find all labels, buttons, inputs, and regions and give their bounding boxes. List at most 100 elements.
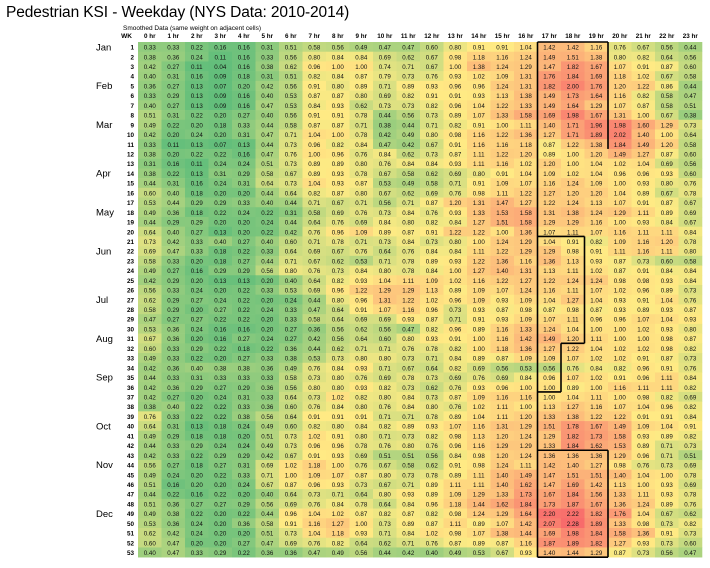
heatmap-cell <box>208 168 233 179</box>
cell-value: 0.71 <box>308 200 321 207</box>
heatmap-cell <box>185 508 209 519</box>
heatmap-cell <box>608 411 632 422</box>
cell-value: 1.76 <box>614 511 627 518</box>
cell-value: 0.87 <box>496 356 509 363</box>
cell-value: 0.69 <box>426 190 439 197</box>
cell-value: 0.56 <box>543 365 556 372</box>
cell-value: 0.82 <box>684 385 697 392</box>
cell-value: 1.16 <box>473 142 486 149</box>
cell-value: 1.04 <box>661 297 674 304</box>
cell-value: 1.16 <box>473 278 486 285</box>
cell-value: 0.16 <box>214 326 227 333</box>
cell-value: 1.16 <box>496 395 509 402</box>
cell-value: 0.84 <box>332 404 345 411</box>
cell-value: 0.49 <box>402 181 415 188</box>
cell-value: 0.44 <box>402 122 415 129</box>
heatmap-cell <box>349 498 374 509</box>
heatmap-cell <box>420 294 444 305</box>
heatmap-cell <box>232 80 256 91</box>
column-header: 9 hr <box>355 33 367 40</box>
cell-value: 1.00 <box>614 181 627 188</box>
cell-value: 0.84 <box>402 531 415 538</box>
heatmap-cell <box>467 391 491 402</box>
cell-value: 0.69 <box>355 220 368 227</box>
heatmap-cell <box>255 498 280 509</box>
heatmap-cell <box>561 343 585 354</box>
cell-value: 0.87 <box>355 511 368 518</box>
heatmap-cell <box>185 275 209 286</box>
cell-value: 0.33 <box>191 249 204 256</box>
heatmap-cell <box>396 42 421 53</box>
heatmap-cell <box>161 440 186 451</box>
heatmap-cell <box>232 294 256 305</box>
column-header: 8 hr <box>332 33 344 40</box>
heatmap-cell <box>490 275 515 286</box>
heatmap-cell <box>138 489 162 500</box>
heatmap-cell <box>326 148 350 159</box>
heatmap-cell <box>631 90 656 101</box>
cell-value: 0.84 <box>402 501 415 508</box>
cell-value: 0.20 <box>238 190 251 197</box>
cell-value: 0.29 <box>238 501 251 508</box>
cell-value: 1.09 <box>520 317 533 324</box>
heatmap-cell <box>420 61 444 72</box>
cell-value: 0.18 <box>214 424 227 431</box>
cell-value: 0.98 <box>449 433 462 440</box>
heatmap-cell <box>631 440 656 451</box>
heatmap-cell <box>678 372 703 383</box>
heatmap-cell <box>678 285 703 296</box>
heatmap-cell <box>302 411 327 422</box>
cell-value: 1.02 <box>590 375 603 382</box>
cell-value: 1.00 <box>637 113 650 120</box>
row-label: 2 <box>130 54 134 61</box>
heatmap-cell <box>255 430 280 441</box>
cell-value: 0.56 <box>379 326 392 333</box>
heatmap-cell <box>279 333 303 344</box>
cell-value: 0.18 <box>214 433 227 440</box>
cell-value: 0.78 <box>426 472 439 479</box>
cell-value: 1.18 <box>308 463 321 470</box>
cell-value: 0.36 <box>167 326 180 333</box>
cell-value: 1.07 <box>614 200 627 207</box>
heatmap-cell <box>302 80 327 91</box>
cell-value: 1.29 <box>543 220 556 227</box>
cell-value: 0.33 <box>167 356 180 363</box>
cell-value: 1.38 <box>567 414 580 421</box>
cell-value: 0.93 <box>496 317 509 324</box>
cell-value: 1.22 <box>355 288 368 295</box>
cell-value: 0.20 <box>214 220 227 227</box>
heatmap-cell <box>490 411 515 422</box>
cell-value: 0.38 <box>144 152 157 159</box>
heatmap-cell <box>138 430 162 441</box>
cell-value: 1.40 <box>567 463 580 470</box>
cell-value: 0.78 <box>402 258 415 265</box>
cell-value: 1.67 <box>590 501 603 508</box>
heatmap-cell <box>208 498 233 509</box>
cell-value: 0.84 <box>332 501 345 508</box>
cell-value: 0.73 <box>379 239 392 246</box>
cell-value: 0.42 <box>285 229 298 236</box>
cell-value: 0.49 <box>261 443 274 450</box>
cell-value: 1.33 <box>473 210 486 217</box>
heatmap-cell <box>420 314 444 325</box>
row-label: 35 <box>127 375 135 382</box>
heatmap-cell <box>678 314 703 325</box>
cell-value: 1.58 <box>614 433 627 440</box>
heatmap-cell <box>678 343 703 354</box>
heatmap-cell <box>608 528 632 539</box>
cell-value: 0.91 <box>285 521 298 528</box>
cell-value: 0.16 <box>191 268 204 275</box>
heatmap-cell <box>467 148 491 159</box>
heatmap-cell <box>185 265 209 276</box>
heatmap-cell <box>561 401 585 412</box>
heatmap-cell <box>584 90 609 101</box>
heatmap-cell <box>326 158 350 169</box>
cell-value: 0.93 <box>426 424 439 431</box>
cell-value: 0.49 <box>402 132 415 139</box>
heatmap-cell <box>443 216 468 227</box>
heatmap-cell <box>161 508 186 519</box>
row-label: 23 <box>127 258 135 265</box>
heatmap-cell <box>208 518 233 529</box>
cell-value: 0.96 <box>637 375 650 382</box>
cell-value: 0.84 <box>684 278 697 285</box>
